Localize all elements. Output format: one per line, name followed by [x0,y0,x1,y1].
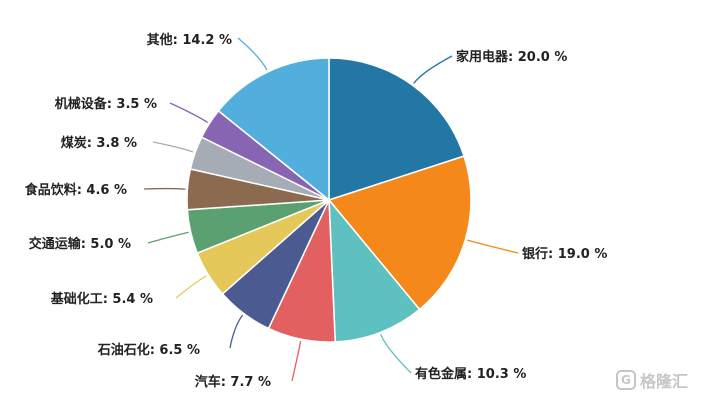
slice-6-leader-line [175,275,207,299]
slice-1-label: 家用电器: 20.0 % [456,49,567,65]
slice-1-wedge [328,57,465,202]
slice-3-wedge [328,197,421,343]
slice-7-label: 交通运输: 5.0 % [29,236,131,252]
slice-9-label: 煤炭: 3.8 % [61,135,137,151]
slice-4-leader-line [291,341,302,382]
slice-6-label: 基础化工: 5.4 % [50,291,153,307]
slice-8-label: 食品饮料: 4.6 % [25,182,127,198]
slice-11-wedge [217,57,330,202]
slice-4-label: 汽车: 7.7 % [195,374,271,390]
slice-3-leader-line [380,334,412,374]
slice-2-label: 银行: 19.0 % [522,246,607,262]
slice-1-leader-line [413,55,453,84]
slice-2-leader-line [467,239,519,254]
slice-5-leader-line [229,314,244,349]
slice-10-label: 机械设备: 3.5 % [55,96,157,112]
slice-3-label: 有色金属: 10.3 % [415,366,526,382]
logo-icon: G [615,370,636,390]
watermark-logo: G 格隆汇 [615,368,688,392]
slice-7-leader-line [147,231,189,244]
slice-8-leader-line [143,187,186,190]
slice-11-leader-line [237,37,268,71]
slice-5-label: 石油石化: 6.5 % [97,342,200,358]
slice-2-wedge [327,155,472,311]
slice-9-leader-line [152,141,194,153]
logo-text: 格隆汇 [639,372,688,391]
slice-11-label: 其他: 14.2 % [147,32,232,48]
slice-10-leader-line [169,102,209,124]
